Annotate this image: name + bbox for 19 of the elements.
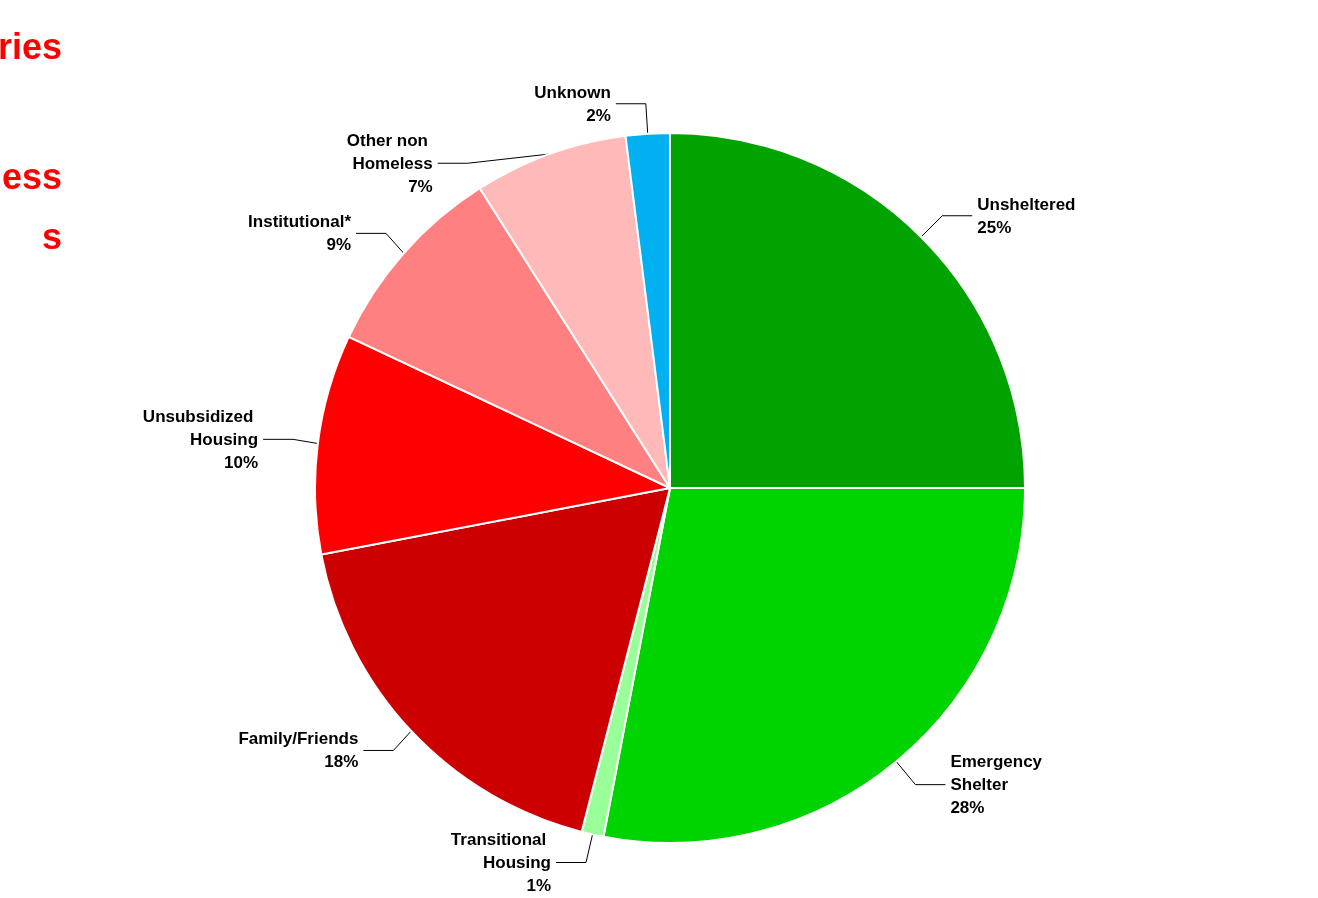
slice-label: Emergency Shelter (950, 752, 1047, 795)
slice-label: Family/Friends (238, 729, 359, 749)
data-label: 2% (586, 105, 611, 125)
slice-label: Unknown (534, 82, 611, 102)
text: ries (0, 25, 62, 67)
data-label: 9% (326, 235, 352, 255)
data-label: 28% (950, 798, 985, 818)
text: s (41, 215, 62, 257)
data-label: 1% (526, 876, 552, 895)
slice-label: Transitional Housing (450, 830, 552, 872)
data-label: 25% (977, 217, 1012, 237)
slice-label: Unsubsidized Housing (142, 406, 259, 449)
slice-label: Institutional* (248, 212, 352, 232)
text: ess (1, 155, 62, 197)
data-label: 18% (324, 752, 359, 772)
data-label: 10% (224, 452, 259, 472)
data-label: 7% (408, 176, 433, 196)
slice-label: Unsheltered (977, 194, 1076, 214)
slice-label: Other non Homeless (346, 130, 433, 173)
